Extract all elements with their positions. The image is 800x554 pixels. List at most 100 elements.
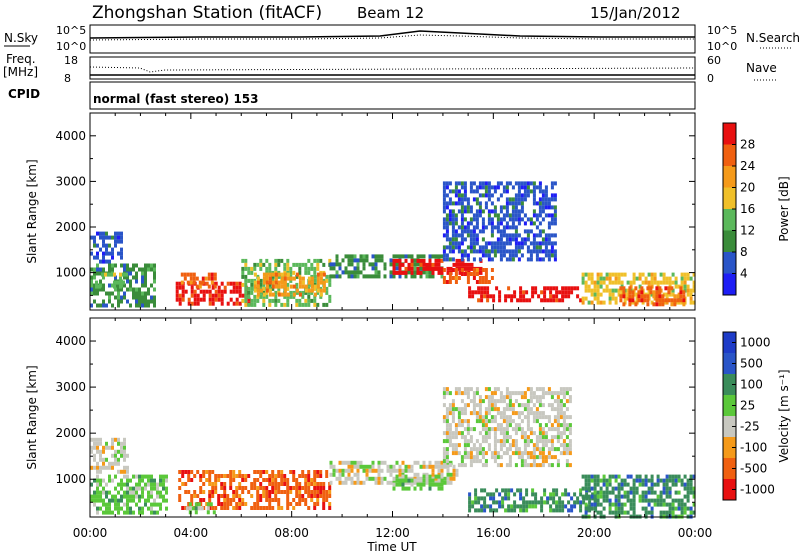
data-cell xyxy=(271,482,275,486)
data-cell xyxy=(445,431,449,436)
data-cell xyxy=(562,439,566,444)
data-cell xyxy=(608,498,612,503)
data-cell xyxy=(463,249,467,254)
data-cell xyxy=(523,447,527,452)
data-cell xyxy=(555,504,559,509)
data-cell xyxy=(262,298,266,303)
data-cell xyxy=(556,411,560,416)
data-cell xyxy=(419,464,423,469)
data-cell xyxy=(532,221,536,226)
data-cell xyxy=(511,185,515,190)
data-cell xyxy=(392,270,396,275)
data-cell xyxy=(374,266,378,271)
data-cell xyxy=(445,193,449,198)
data-cell xyxy=(643,298,647,303)
data-cell xyxy=(289,284,293,289)
data-cell xyxy=(138,287,141,292)
data-cell xyxy=(455,468,459,473)
data-cell xyxy=(522,496,526,501)
data-cell xyxy=(517,423,521,428)
data-cell xyxy=(517,451,521,456)
data-cell xyxy=(593,502,597,507)
data-cell xyxy=(274,266,278,271)
data-cell xyxy=(529,387,533,392)
data-cell xyxy=(196,301,200,306)
data-cell xyxy=(241,478,245,482)
data-cell xyxy=(277,498,281,502)
data-cell xyxy=(96,251,99,256)
data-cell xyxy=(283,490,287,494)
data-cell xyxy=(283,262,287,267)
data-cell xyxy=(608,272,612,277)
colorbar-tick-label: 1000 xyxy=(740,336,771,350)
data-cell xyxy=(217,502,221,506)
data-cell xyxy=(559,403,563,408)
data-cell xyxy=(449,472,453,477)
data-cell xyxy=(550,407,554,412)
data-cell xyxy=(556,447,560,452)
data-cell xyxy=(235,285,239,290)
data-cell xyxy=(535,435,539,440)
data-cell xyxy=(454,407,458,412)
data-cell xyxy=(108,465,111,470)
data-cell xyxy=(274,276,278,281)
data-cell xyxy=(111,445,114,450)
data-cell xyxy=(579,504,583,509)
data-cell xyxy=(463,205,467,210)
data-cell xyxy=(665,510,669,515)
data-cell xyxy=(517,455,521,460)
data-cell xyxy=(262,302,266,307)
data-cell xyxy=(680,482,684,487)
data-cell xyxy=(295,274,299,279)
data-cell xyxy=(147,287,150,292)
data-cell xyxy=(446,480,450,485)
data-cell xyxy=(322,482,326,486)
data-cell xyxy=(253,482,257,486)
data-cell xyxy=(454,201,458,206)
data-cell xyxy=(178,301,182,306)
data-cell xyxy=(552,496,556,501)
data-cell xyxy=(658,302,662,307)
data-cell xyxy=(481,217,485,222)
data-cell xyxy=(244,298,248,303)
data-cell xyxy=(650,474,654,479)
data-cell xyxy=(467,262,471,267)
data-cell xyxy=(410,262,414,267)
data-cell xyxy=(692,474,696,479)
data-cell xyxy=(319,292,323,297)
data-cell xyxy=(451,201,455,206)
data-cell xyxy=(504,294,508,299)
data-cell xyxy=(197,506,201,511)
x-tick-label: 04:00 xyxy=(174,526,209,540)
data-cell xyxy=(484,459,488,464)
data-cell xyxy=(156,502,159,507)
data-cell xyxy=(568,423,572,428)
data-cell xyxy=(280,280,284,285)
data-blob-0 xyxy=(90,231,123,264)
data-cell xyxy=(495,508,499,513)
data-cell xyxy=(510,488,514,493)
data-cell xyxy=(380,480,384,485)
data-cell xyxy=(538,205,542,210)
data-cell xyxy=(271,280,275,285)
data-cell xyxy=(596,292,600,297)
data-cell xyxy=(502,395,506,400)
data-cell xyxy=(280,272,284,277)
data-cell xyxy=(505,221,509,226)
data-cell xyxy=(658,298,662,303)
data-cell xyxy=(371,460,375,465)
data-cell xyxy=(289,276,293,281)
data-cell xyxy=(523,395,527,400)
data-cell xyxy=(241,274,245,279)
data-cell xyxy=(499,395,503,400)
data-cell xyxy=(401,468,405,473)
data-cell xyxy=(552,298,556,303)
data-cell xyxy=(96,474,99,479)
data-cell xyxy=(442,403,446,408)
data-cell xyxy=(359,464,363,469)
data-cell xyxy=(178,498,182,502)
data-cell xyxy=(283,482,287,486)
data-cell xyxy=(111,303,114,308)
data-cell xyxy=(493,435,497,440)
